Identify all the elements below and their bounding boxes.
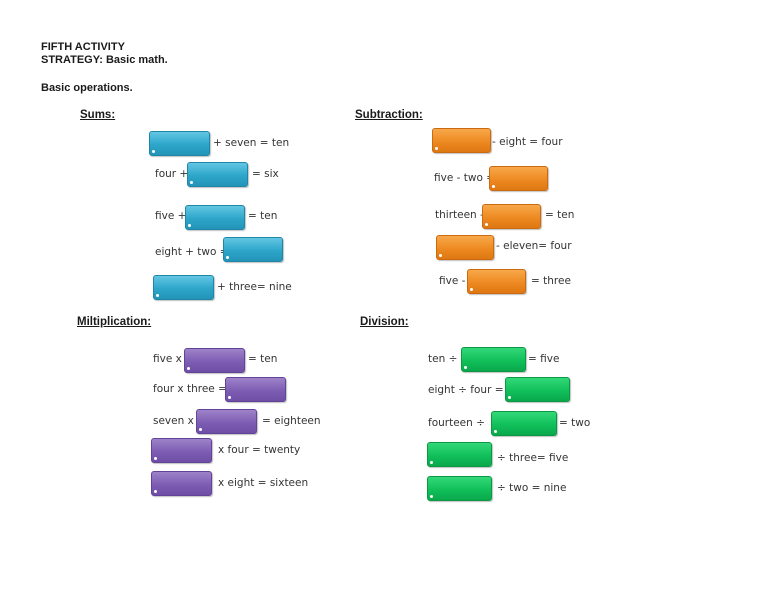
sums-answer-box-4[interactable] [223,237,283,262]
division-answer-box-5[interactable] [427,476,492,501]
multiplication-answer-box-4[interactable] [151,438,212,463]
subtraction-row-1-after: - eight = four [492,136,563,148]
multiplication-title: Miltiplication: [77,316,152,328]
sums-answer-box-3[interactable] [185,205,245,230]
division-answer-box-3[interactable] [491,411,557,436]
division-row-1-after: = five [528,353,560,365]
activity-title: FIFTH ACTIVITY [41,41,125,53]
sums-answer-box-2[interactable] [187,162,248,187]
subtraction-answer-box-4[interactable] [436,235,494,260]
division-title: Division: [360,316,409,328]
subtraction-row-5-before: five - [439,275,466,287]
multiplication-answer-box-5[interactable] [151,471,212,496]
division-answer-box-1[interactable] [461,347,526,372]
division-answer-box-4[interactable] [427,442,492,467]
sums-row-3-before: five + [155,210,187,222]
sums-row-1-after: + seven = ten [213,137,290,149]
subtraction-row-4-after: - eleven= four [496,240,572,252]
sums-answer-box-1[interactable] [149,131,210,156]
division-row-4-after: ÷ three= five [497,452,569,464]
multiplication-row-5-after: x eight = sixteen [218,477,309,489]
multiplication-answer-box-2[interactable] [225,377,286,402]
multiplication-row-4-after: x four = twenty [218,444,301,456]
multiplication-row-1-after: = ten [248,353,278,365]
subtraction-answer-box-3[interactable] [482,204,541,229]
multiplication-row-2-before: four x three = [153,383,227,395]
subtraction-answer-box-1[interactable] [432,128,491,153]
multiplication-row-3-after: = eighteen [262,415,321,427]
sums-row-3-after: = ten [248,210,278,222]
division-row-1-before: ten ÷ [428,353,458,365]
division-row-5-after: ÷ two = nine [497,482,567,494]
multiplication-answer-box-1[interactable] [184,348,245,373]
sums-title: Sums: [80,109,116,121]
subtraction-title: Subtraction: [355,109,423,121]
sums-answer-box-5[interactable] [153,275,214,300]
sums-row-5-after: + three= nine [217,281,292,293]
division-row-2-before: eight ÷ four = [428,384,504,396]
division-row-3-after: = two [559,417,591,429]
subtraction-answer-box-5[interactable] [467,269,526,294]
sums-row-2-after: = six [252,168,279,180]
subtraction-row-3-before: thirteen - [435,209,484,221]
multiplication-row-1-before: five x [153,353,182,365]
sums-row-4-before: eight + two = [155,246,229,258]
sums-row-2-before: four + [155,168,189,180]
division-answer-box-2[interactable] [505,377,570,402]
subtraction-row-2-before: five - two = [434,172,496,184]
division-row-3-before: fourteen ÷ [428,417,485,429]
multiplication-row-3-before: seven x [153,415,194,427]
multiplication-answer-box-3[interactable] [196,409,257,434]
subtraction-answer-box-2[interactable] [489,166,548,191]
strategy-title: STRATEGY: Basic math. [41,54,168,66]
subtraction-row-5-after: = three [531,275,571,287]
subtraction-row-3-after: = ten [545,209,575,221]
operations-subtitle: Basic operations. [41,82,133,94]
